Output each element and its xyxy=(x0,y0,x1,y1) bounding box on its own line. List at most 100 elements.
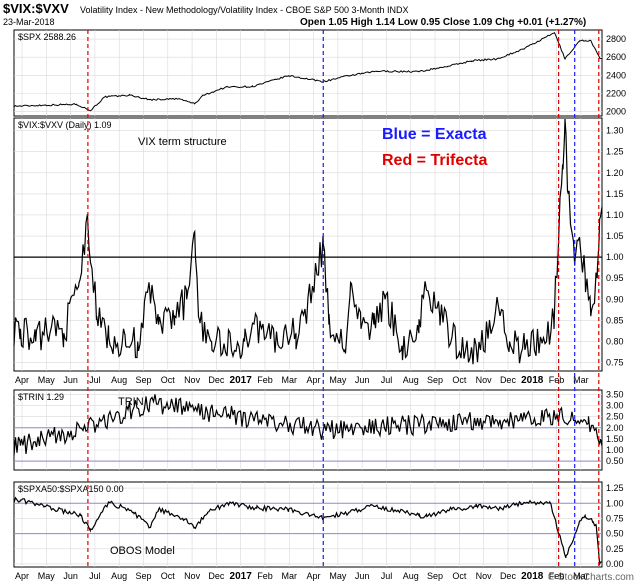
x-tick-label: Sep xyxy=(427,571,443,581)
x-tick-label: Mar xyxy=(573,571,589,581)
chart-quote: Open 1.05 High 1.14 Low 0.95 Close 1.09 … xyxy=(300,17,586,28)
x-tick-label: Jul xyxy=(89,375,101,385)
panel-title: $TRIN 1.29 xyxy=(18,392,64,402)
y-tick-label: 2000 xyxy=(606,106,626,116)
x-tick-label: Dec xyxy=(500,375,517,385)
chart-symbol: $VIX:$VXV xyxy=(3,1,69,16)
x-tick-label: 2018 xyxy=(521,375,544,386)
y-tick-label: 0.75 xyxy=(606,513,624,523)
x-tick-label: Oct xyxy=(161,375,176,385)
y-tick-label: 1.25 xyxy=(606,147,624,157)
x-tick-label: Apr xyxy=(15,375,29,385)
y-tick-label: 1.05 xyxy=(606,231,624,241)
y-tick-label: 1.10 xyxy=(606,210,624,220)
x-tick-label: May xyxy=(38,571,56,581)
y-tick-label: 0.75 xyxy=(606,358,624,368)
series-line xyxy=(13,31,603,112)
x-tick-label: Apr xyxy=(15,571,29,581)
panel-title: $VIX:$VXV (Daily) 1.09 xyxy=(18,120,112,130)
series-line xyxy=(13,394,603,456)
y-tick-label: 1.00 xyxy=(606,252,624,262)
panel-1: 2000 2200 2400 2600 2800 $SPX 2588.26 xyxy=(13,29,626,117)
panel-4: 0.00 0.25 0.50 0.75 1.00 1.25 $SPXA50:$SPXA150… xyxy=(13,481,624,569)
y-tick-label: 0.95 xyxy=(606,273,624,283)
x-tick-label: May xyxy=(38,375,56,385)
x-tick-label: 2017 xyxy=(230,571,253,582)
x-tick-label: Jun xyxy=(63,571,78,581)
annotation-blue-exacta: Blue = Exacta xyxy=(382,126,487,143)
x-tick-label: Oct xyxy=(161,571,176,581)
x-tick-label: Aug xyxy=(111,571,127,581)
annotation-trin: TRIN xyxy=(118,396,144,408)
panel-title: $SPX 2588.26 xyxy=(18,32,76,42)
annotation-obos-model: OBOS Model xyxy=(110,545,175,557)
watermark: © StockCharts.com xyxy=(548,572,634,583)
y-tick-label: 1.15 xyxy=(606,189,624,199)
y-tick-label: 2800 xyxy=(606,34,626,44)
x-tick-label: Sep xyxy=(135,571,151,581)
y-tick-label: 1.20 xyxy=(606,168,624,178)
y-tick-label: 2600 xyxy=(606,52,626,62)
y-tick-label: 3.50 xyxy=(606,389,624,399)
x-tick-label: Oct xyxy=(452,375,467,385)
y-tick-label: 0.80 xyxy=(606,336,624,346)
x-tick-label: Apr xyxy=(307,571,321,581)
panel-frame xyxy=(13,117,603,372)
x-tick-label: Aug xyxy=(403,375,419,385)
y-tick-label: 0.85 xyxy=(606,315,624,325)
x-tick-label: 2018 xyxy=(521,571,544,582)
panel-frame xyxy=(13,389,603,471)
x-tick-label: Jul xyxy=(381,571,393,581)
x-tick-label: Jun xyxy=(355,375,370,385)
x-tick-label: Nov xyxy=(184,571,201,581)
y-tick-label: 2.00 xyxy=(606,423,624,433)
x-tick-label: Jun xyxy=(355,571,370,581)
x-tick-label: Sep xyxy=(427,375,443,385)
series-line xyxy=(13,496,603,567)
x-tick-label: 2017 xyxy=(230,375,253,386)
y-tick-label: 1.25 xyxy=(606,483,624,493)
y-tick-label: 3.00 xyxy=(606,401,624,411)
x-tick-label: May xyxy=(329,375,347,385)
x-tick-label: Jun xyxy=(63,375,78,385)
panel-3: 0.501.001.502.002.503.00 3.50 $TRIN 1.29 xyxy=(13,389,624,471)
annotation-vix-term-structure: VIX term structure xyxy=(138,136,227,148)
y-tick-label: 1.00 xyxy=(606,498,624,508)
x-tick-label: Nov xyxy=(184,375,201,385)
y-tick-label: 0.90 xyxy=(606,294,624,304)
x-tick-label: Feb xyxy=(549,375,565,385)
y-tick-label: 1.50 xyxy=(606,434,624,444)
x-tick-label: Oct xyxy=(452,571,467,581)
y-tick-label: 1.00 xyxy=(606,445,624,455)
x-tick-label: Dec xyxy=(208,571,225,581)
x-tick-label: Nov xyxy=(476,571,493,581)
x-tick-label: Mar xyxy=(573,375,589,385)
y-tick-label: 0.50 xyxy=(606,456,624,466)
x-tick-label: Dec xyxy=(500,571,517,581)
y-tick-label: 0.50 xyxy=(606,529,624,539)
x-tick-label: Feb xyxy=(257,571,273,581)
x-tick-label: Jul xyxy=(89,571,101,581)
y-tick-label: 2200 xyxy=(606,88,626,98)
panel-title: $SPXA50:$SPXA150 0.00 xyxy=(18,484,124,494)
series-line xyxy=(13,118,603,365)
panel-frame xyxy=(13,481,603,568)
panel-frame xyxy=(13,29,603,117)
x-tick-label: Dec xyxy=(208,375,225,385)
y-tick-label: 2.50 xyxy=(606,412,624,422)
y-tick-label: 1.30 xyxy=(606,126,624,136)
x-tick-label: Feb xyxy=(549,571,565,581)
chart-description: Volatility Index - New Methodology/Volat… xyxy=(80,5,409,15)
x-tick-label: Mar xyxy=(282,375,298,385)
y-tick-label: 0.00 xyxy=(606,559,624,569)
y-tick-label: 0.25 xyxy=(606,544,624,554)
chart-date: 23-Mar-2018 xyxy=(3,17,55,27)
x-tick-label: Apr xyxy=(307,375,321,385)
panel-2: 0.75 0.80 0.85 0.90 0.95 1.00 1.05 1.10 1.15 1.20… xyxy=(13,117,624,372)
x-tick-label: Aug xyxy=(111,375,127,385)
x-tick-label: Nov xyxy=(476,375,493,385)
annotation-red-trifecta: Red = Trifecta xyxy=(382,152,487,169)
x-tick-label: Aug xyxy=(403,571,419,581)
x-tick-label: Mar xyxy=(282,571,298,581)
